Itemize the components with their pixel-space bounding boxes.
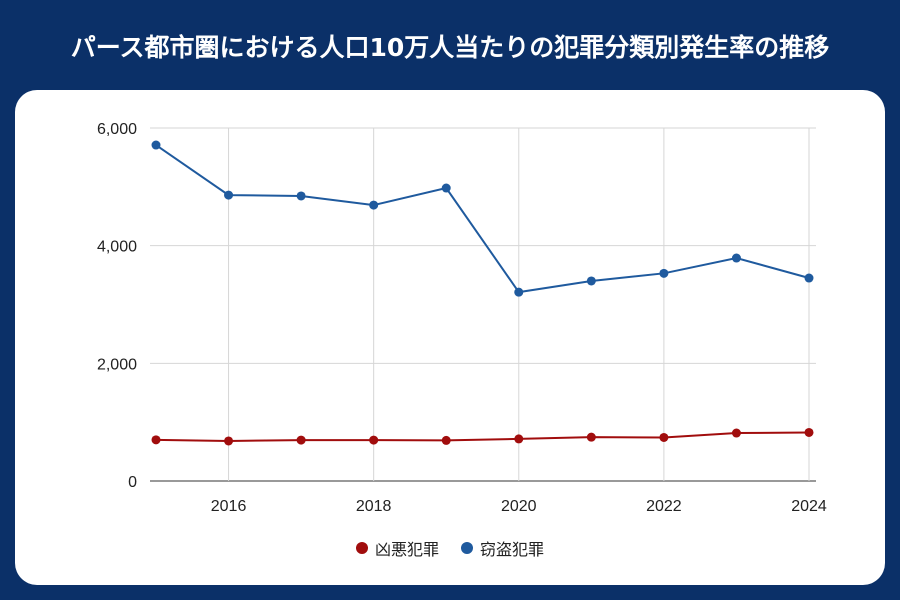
- data-point: [586, 276, 596, 286]
- y-tick-label: 0: [128, 474, 137, 491]
- data-point: [441, 435, 451, 445]
- x-tick-label: 2016: [211, 498, 247, 515]
- data-point: [369, 435, 379, 445]
- x-tick-label: 2018: [356, 498, 392, 515]
- legend-marker: [461, 542, 473, 554]
- x-tick-label: 2022: [646, 498, 682, 515]
- legend: 凶悪犯罪 窃盗犯罪: [0, 536, 900, 560]
- legend-marker: [355, 542, 368, 554]
- data-point: [369, 200, 379, 210]
- legend-item-theft: 窃盗犯罪: [461, 536, 544, 560]
- data-point: [731, 253, 741, 263]
- x-tick-label: 2020: [501, 498, 537, 515]
- data-point: [296, 191, 306, 201]
- series-line-0: [155, 431, 810, 442]
- data-point: [804, 273, 814, 283]
- data-point: [151, 140, 161, 150]
- data-point: [659, 268, 669, 278]
- data-point: [296, 435, 306, 445]
- legend-item-violent: 凶悪犯罪: [355, 536, 439, 560]
- legend-label: 凶悪犯罪: [374, 540, 439, 559]
- y-tick-label: 2,000: [97, 356, 137, 373]
- data-point: [441, 183, 451, 193]
- chart-card: [15, 90, 885, 585]
- legend-label: 窃盗犯罪: [480, 540, 545, 559]
- y-tick-label: 6,000: [97, 121, 137, 138]
- data-point: [151, 435, 161, 445]
- data-point: [514, 434, 524, 444]
- y-tick-label: 4,000: [97, 239, 137, 256]
- data-point: [514, 287, 524, 297]
- data-point: [731, 428, 741, 438]
- data-point: [659, 432, 669, 442]
- data-point: [224, 436, 234, 446]
- series-line-1: [155, 144, 810, 294]
- data-point: [804, 427, 814, 437]
- data-point: [224, 190, 234, 200]
- chart-title: パース都市圏における人口10万人当たりの犯罪分類別発生率の推移: [70, 33, 830, 62]
- data-point: [586, 432, 596, 442]
- x-tick-label: 2024: [791, 498, 827, 515]
